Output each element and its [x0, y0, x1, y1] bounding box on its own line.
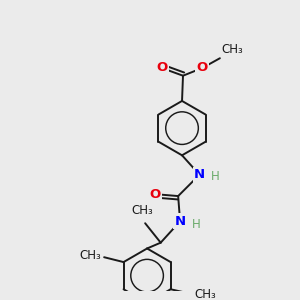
Text: CH₃: CH₃ [194, 288, 216, 300]
Text: CH₃: CH₃ [80, 249, 101, 262]
Text: O: O [197, 61, 208, 74]
Text: CH₃: CH₃ [131, 204, 153, 218]
Text: N: N [175, 215, 186, 228]
Text: H: H [192, 218, 200, 231]
Text: N: N [194, 168, 205, 181]
Text: O: O [156, 61, 167, 74]
Text: H: H [211, 170, 220, 183]
Text: CH₃: CH₃ [222, 43, 244, 56]
Text: O: O [149, 188, 160, 201]
